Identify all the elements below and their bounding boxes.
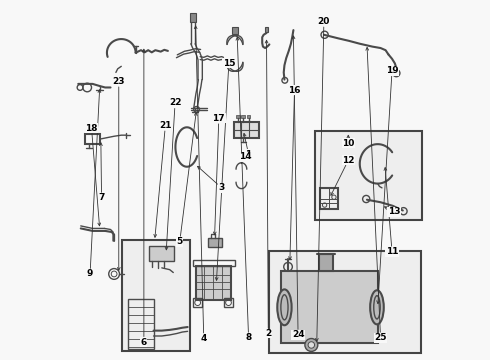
Text: 21: 21	[159, 121, 171, 130]
Bar	[281, 271, 378, 343]
Bar	[247, 116, 250, 118]
Bar	[315, 131, 422, 220]
Text: 13: 13	[388, 207, 400, 216]
Text: 15: 15	[222, 59, 235, 68]
Text: 9: 9	[87, 269, 93, 278]
Text: 19: 19	[386, 66, 398, 75]
Text: 12: 12	[342, 156, 355, 165]
Text: 7: 7	[98, 193, 105, 202]
Text: 14: 14	[239, 152, 251, 161]
Bar	[85, 134, 100, 144]
Ellipse shape	[370, 290, 384, 324]
Text: 1: 1	[245, 150, 252, 159]
Text: 23: 23	[113, 77, 125, 86]
Circle shape	[305, 338, 318, 351]
Bar	[193, 260, 235, 266]
Bar	[270, 251, 421, 353]
Bar	[236, 116, 240, 118]
Text: 24: 24	[292, 330, 304, 339]
Bar	[234, 122, 259, 138]
Text: 10: 10	[342, 139, 354, 148]
Bar	[224, 298, 233, 307]
Text: 4: 4	[200, 334, 207, 343]
Bar	[232, 27, 238, 34]
Bar	[191, 13, 196, 22]
Text: 6: 6	[141, 338, 147, 347]
Text: 18: 18	[85, 123, 98, 132]
Text: 20: 20	[318, 17, 330, 26]
Bar	[149, 246, 174, 261]
Bar	[122, 240, 191, 351]
Ellipse shape	[277, 289, 292, 325]
Text: 16: 16	[288, 86, 301, 95]
Bar	[242, 116, 245, 118]
Bar	[318, 253, 333, 271]
Text: 17: 17	[213, 114, 225, 123]
Text: 11: 11	[386, 247, 398, 256]
Text: 2: 2	[265, 329, 271, 338]
Bar	[208, 238, 222, 247]
Bar	[193, 298, 202, 307]
Bar	[320, 188, 338, 210]
Text: 22: 22	[169, 98, 181, 107]
Text: 25: 25	[374, 333, 387, 342]
Text: 3: 3	[219, 183, 225, 192]
Bar	[196, 266, 231, 300]
Circle shape	[308, 342, 315, 348]
Text: 8: 8	[245, 333, 252, 342]
Bar	[265, 27, 269, 32]
Text: 5: 5	[176, 237, 183, 246]
Bar	[128, 299, 153, 349]
